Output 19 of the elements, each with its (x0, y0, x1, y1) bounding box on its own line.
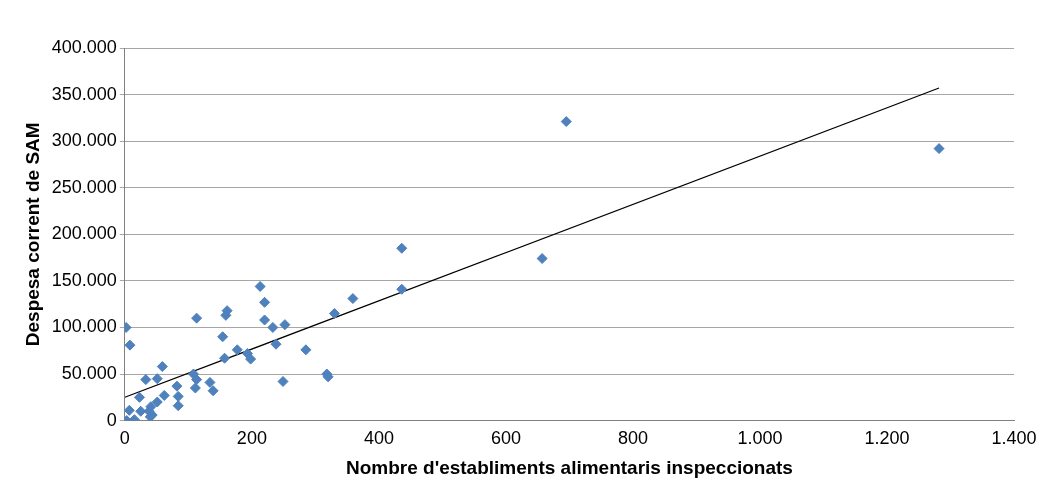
x-tick-label: 1.000 (737, 428, 783, 449)
y-tick-label: 200.000 (51, 223, 117, 244)
x-tick-label: 0 (119, 428, 130, 449)
y-tick-label: 250.000 (51, 176, 117, 197)
x-tick-label: 200 (236, 428, 267, 449)
y-tick-label: 400.000 (51, 36, 117, 57)
y-tick-label: 100.000 (51, 316, 117, 337)
y-tick-label: 350.000 (51, 83, 117, 104)
x-axis-title: Nombre d'establiments alimentaris inspeccionats (345, 456, 793, 478)
y-axis-title: Despesa corrent de SAM (21, 122, 43, 347)
y-tick-label: 0 (106, 409, 117, 430)
x-tick-label: 800 (617, 428, 648, 449)
x-tick-label: 1.200 (864, 428, 910, 449)
y-tick-label: 150.000 (51, 269, 117, 290)
y-tick-label: 300.000 (51, 130, 117, 151)
y-tick-label: 50.000 (61, 362, 117, 383)
x-tick-label: 400 (363, 428, 394, 449)
x-tick-label: 600 (490, 428, 521, 449)
x-tick-label: 1.400 (991, 428, 1037, 449)
